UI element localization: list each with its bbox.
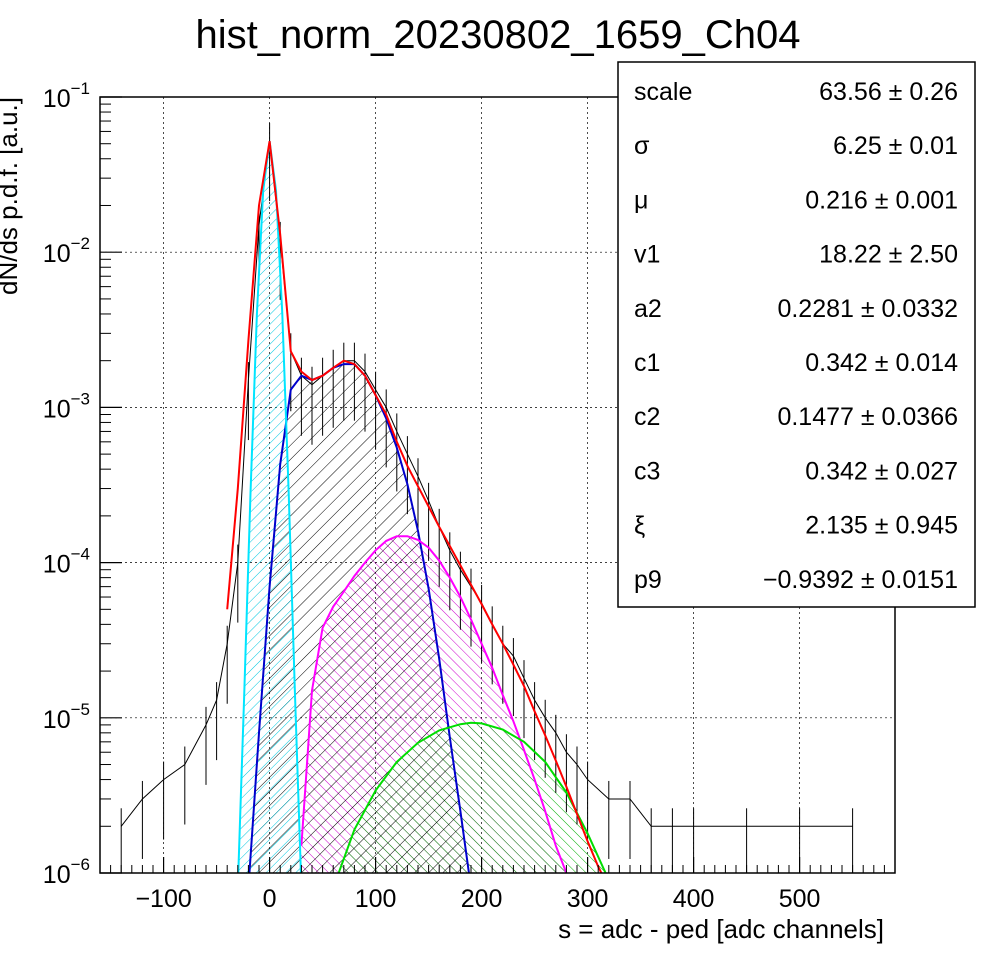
- y-tick-base: 10: [43, 706, 71, 734]
- stats-param-value: 0.216 ± 0.001: [805, 186, 958, 214]
- stats-box: scale 63.56 ± 0.26 σ 6.25 ± 0.01 μ 0.216 ± 0.…: [617, 61, 976, 608]
- stats-param-name: ξ: [634, 512, 645, 540]
- y-tick-base: 10: [43, 85, 71, 113]
- y-tick-label: 10−5: [43, 700, 90, 734]
- y-tick-exponent: −5: [71, 700, 90, 719]
- stats-param-name: σ: [634, 132, 650, 160]
- x-tick-label: 200: [461, 885, 503, 913]
- chart-title: hist_norm_20230802_1659_Ch04: [196, 13, 801, 57]
- fit-curve-4: [337, 721, 607, 873]
- stats-param-name: μ: [634, 186, 648, 214]
- stats-param-value: 63.56 ± 0.26: [819, 78, 958, 106]
- y-tick-exponent: −6: [71, 855, 90, 874]
- stats-param-name: c1: [634, 349, 660, 377]
- y-tick-label: 10−2: [43, 234, 90, 268]
- stats-param-value: 18.22 ± 2.50: [819, 241, 958, 269]
- fit-curve-0: [226, 140, 603, 873]
- y-tick-label: 10−4: [43, 545, 90, 579]
- stats-param-value: 0.1477 ± 0.0366: [777, 403, 958, 431]
- x-tick-label: 400: [673, 885, 715, 913]
- y-tick-label: 10−6: [43, 855, 90, 889]
- x-tick-label: −100: [135, 885, 191, 913]
- y-tick-label: 10−1: [43, 79, 90, 113]
- x-axis-label: s = adc - ped [adc channels]: [558, 914, 884, 944]
- axes: −100 0 100 200 300 400 50010−110−210−310−410−5…: [43, 79, 885, 913]
- x-tick-label: 100: [355, 885, 397, 913]
- stats-param-value: −0.9392 ± 0.0151: [763, 566, 958, 594]
- y-tick-label: 10−3: [43, 389, 90, 423]
- component-fills: [237, 141, 609, 873]
- stats-param-name: a2: [634, 295, 662, 323]
- y-axis-label: dN/ds p.d.f. [a.u.]: [0, 97, 23, 295]
- stats-param-name: c3: [634, 457, 660, 485]
- stats-param-value: 2.135 ± 0.945: [805, 512, 958, 540]
- x-tick-label: 0: [263, 885, 277, 913]
- component-fill-1: [237, 141, 302, 873]
- stats-param-value: 0.2281 ± 0.0332: [777, 295, 958, 323]
- y-tick-base: 10: [43, 551, 71, 579]
- y-tick-exponent: −2: [71, 234, 90, 253]
- stats-param-name: scale: [634, 78, 692, 106]
- fit-curves: [226, 140, 607, 873]
- stats-param-name: v1: [634, 241, 660, 269]
- stats-param-value: 6.25 ± 0.01: [833, 132, 958, 160]
- stats-param-name: p9: [634, 566, 662, 594]
- stats-box-frame: [617, 61, 976, 608]
- y-tick-exponent: −3: [71, 389, 90, 408]
- x-tick-label: 300: [567, 885, 609, 913]
- stats-param-name: c2: [634, 403, 660, 431]
- y-tick-exponent: −1: [71, 79, 90, 98]
- stats-param-value: 0.342 ± 0.027: [805, 457, 958, 485]
- y-tick-base: 10: [43, 861, 71, 889]
- fit-curve-3: [300, 535, 568, 873]
- x-tick-label: 500: [779, 885, 821, 913]
- y-tick-base: 10: [43, 240, 71, 268]
- y-tick-base: 10: [43, 395, 71, 423]
- stats-param-value: 0.342 ± 0.014: [805, 349, 958, 377]
- y-tick-exponent: −4: [71, 545, 90, 564]
